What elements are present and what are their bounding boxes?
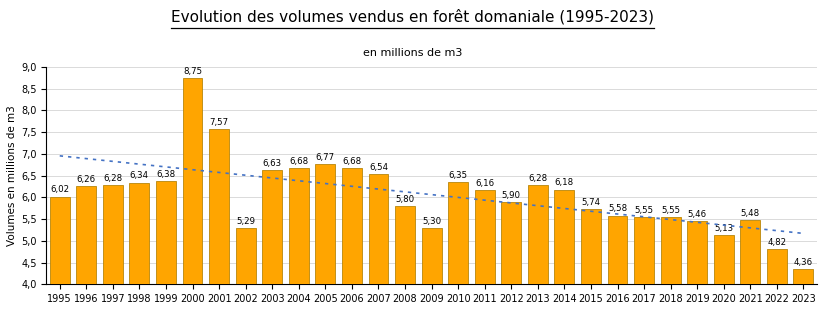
Bar: [794, 269, 813, 284]
Bar: [182, 78, 202, 284]
Text: 5,55: 5,55: [661, 206, 680, 215]
Bar: [740, 220, 761, 284]
Text: 6,68: 6,68: [290, 157, 309, 166]
Text: 5,55: 5,55: [634, 206, 653, 215]
Text: 6,28: 6,28: [528, 174, 547, 183]
Text: 6,38: 6,38: [157, 170, 176, 179]
Bar: [50, 197, 69, 284]
Bar: [554, 189, 574, 284]
Bar: [395, 206, 415, 284]
Bar: [369, 174, 389, 284]
Text: en millions de m3: en millions de m3: [363, 48, 462, 58]
Text: 6,18: 6,18: [555, 179, 574, 187]
Bar: [714, 235, 733, 284]
Bar: [422, 228, 441, 284]
Text: 6,26: 6,26: [77, 175, 96, 184]
Text: 5,13: 5,13: [714, 224, 733, 233]
Text: 8,75: 8,75: [183, 67, 202, 76]
Text: 7,57: 7,57: [210, 118, 229, 127]
Bar: [634, 217, 654, 284]
Text: 5,74: 5,74: [582, 197, 601, 207]
Text: 6,54: 6,54: [369, 163, 388, 172]
Y-axis label: Volumes en millions de m3: Volumes en millions de m3: [7, 105, 17, 246]
Bar: [262, 170, 282, 284]
Text: 6,16: 6,16: [475, 179, 494, 188]
Bar: [130, 183, 149, 284]
Bar: [687, 221, 707, 284]
Bar: [156, 181, 176, 284]
Bar: [103, 185, 123, 284]
Bar: [502, 202, 521, 284]
Bar: [289, 168, 309, 284]
Bar: [342, 168, 362, 284]
Text: 5,48: 5,48: [741, 209, 760, 218]
Text: 6,77: 6,77: [316, 153, 335, 162]
Text: 5,29: 5,29: [236, 217, 255, 226]
Bar: [315, 164, 335, 284]
Text: 4,36: 4,36: [794, 258, 813, 267]
Text: 6,35: 6,35: [449, 171, 468, 180]
Text: 6,34: 6,34: [130, 171, 149, 180]
Bar: [77, 186, 97, 284]
Bar: [448, 182, 468, 284]
Text: 4,82: 4,82: [767, 238, 786, 247]
Text: 5,90: 5,90: [502, 191, 521, 200]
Text: Evolution des volumes vendus en forêt domaniale (1995-2023): Evolution des volumes vendus en forêt do…: [171, 9, 654, 25]
Text: 6,63: 6,63: [262, 159, 282, 168]
Bar: [581, 209, 601, 284]
Bar: [528, 185, 548, 284]
Text: 5,80: 5,80: [395, 195, 415, 204]
Bar: [474, 190, 495, 284]
Text: 5,58: 5,58: [608, 204, 627, 213]
Text: 6,28: 6,28: [103, 174, 122, 183]
Text: 5,46: 5,46: [687, 210, 707, 219]
Text: 5,30: 5,30: [422, 217, 441, 226]
Bar: [767, 249, 787, 284]
Bar: [210, 129, 229, 284]
Text: 6,68: 6,68: [342, 157, 361, 166]
Bar: [661, 217, 681, 284]
Text: 6,02: 6,02: [50, 185, 69, 194]
Bar: [236, 228, 256, 284]
Bar: [607, 216, 628, 284]
